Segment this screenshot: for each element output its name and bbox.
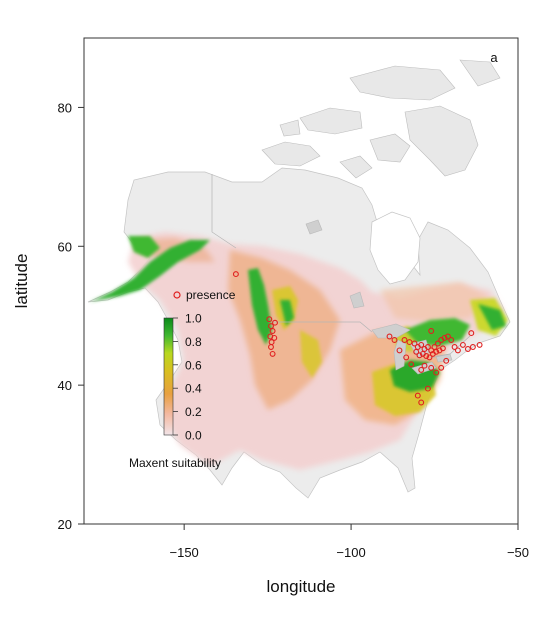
presence-point	[459, 341, 466, 348]
presence-point	[386, 333, 393, 340]
presence-point	[443, 357, 450, 364]
presence-point	[418, 366, 425, 373]
colorbar-gradient	[163, 317, 174, 436]
x-axis-title: longitude	[266, 577, 335, 596]
presence-point	[269, 328, 276, 334]
presence-point	[269, 350, 276, 357]
presence-point	[476, 341, 483, 348]
x-tick-label: −150	[170, 545, 199, 560]
presence-legend: presence	[173, 288, 236, 302]
presence-point	[424, 344, 431, 350]
presence-point	[439, 345, 446, 352]
y-tick-label: 40	[58, 378, 72, 393]
presence-point	[444, 333, 451, 340]
colorbar-tick-label: 0.8	[185, 335, 202, 349]
y-tick-label: 60	[58, 239, 72, 254]
presence-point	[424, 385, 431, 392]
presence-point	[411, 340, 418, 347]
presence-point	[434, 340, 441, 347]
presence-point	[438, 364, 445, 371]
presence-point	[464, 346, 471, 352]
presence-point	[433, 369, 440, 376]
presence-point	[401, 337, 408, 343]
x-tick-label: −50	[507, 545, 529, 560]
presence-point	[451, 344, 458, 350]
presence-point	[418, 341, 425, 348]
presence-point	[414, 392, 421, 399]
presence-point	[232, 271, 239, 278]
presence-point	[396, 347, 403, 354]
presence-points	[232, 271, 483, 406]
presence-point	[441, 334, 448, 341]
presence-point	[268, 344, 274, 350]
hudson-bay	[369, 211, 421, 285]
presence-point	[448, 337, 455, 343]
presence-point	[268, 323, 274, 330]
presence-point	[423, 353, 430, 359]
presence-point	[426, 354, 433, 361]
presence-point	[428, 328, 435, 334]
presence-point	[421, 362, 428, 369]
suitability-very-high	[90, 236, 506, 392]
presence-point	[416, 352, 423, 359]
panel-label: a	[490, 50, 498, 65]
presence-point	[406, 339, 413, 346]
presence-point	[271, 334, 278, 341]
y-axis-title: latitude	[12, 254, 31, 309]
colorbar-tick-label: 0.2	[185, 405, 202, 419]
colorbar: 0.0 0.2 0.4 0.6 0.8 1.0 Maxent suitability	[129, 312, 221, 471]
colorbar-tick-label: 0.4	[185, 382, 202, 396]
presence-point	[266, 316, 273, 323]
presence-legend-marker	[173, 291, 181, 299]
arctic-islands	[261, 59, 501, 179]
presence-point	[408, 361, 415, 368]
presence-point	[391, 337, 398, 343]
presence-point	[413, 348, 420, 355]
presence-point	[418, 399, 425, 406]
colorbar-tick-label: 1.0	[185, 312, 202, 326]
colorbar-title: Maxent suitability	[129, 456, 221, 470]
colorbar-tick-label: 0.6	[185, 358, 202, 372]
map-layer	[87, 59, 511, 499]
presence-point	[272, 319, 278, 326]
presence-point	[469, 344, 476, 350]
x-axis: −150 −100 −50	[170, 524, 529, 560]
presence-point	[433, 348, 440, 355]
colorbar-tick-label: 0.0	[185, 429, 202, 443]
presence-legend-label: presence	[186, 288, 236, 302]
presence-point	[468, 330, 475, 337]
colorbar-ticks: 0.0 0.2 0.4 0.6 0.8 1.0	[173, 312, 202, 443]
y-axis: 20 40 60 80	[58, 100, 84, 532]
presence-point	[403, 354, 410, 361]
presence-point	[428, 364, 435, 371]
y-tick-label: 80	[58, 100, 72, 115]
x-tick-label: −100	[336, 545, 365, 560]
presence-point	[454, 347, 461, 354]
y-tick-label: 20	[58, 517, 72, 532]
